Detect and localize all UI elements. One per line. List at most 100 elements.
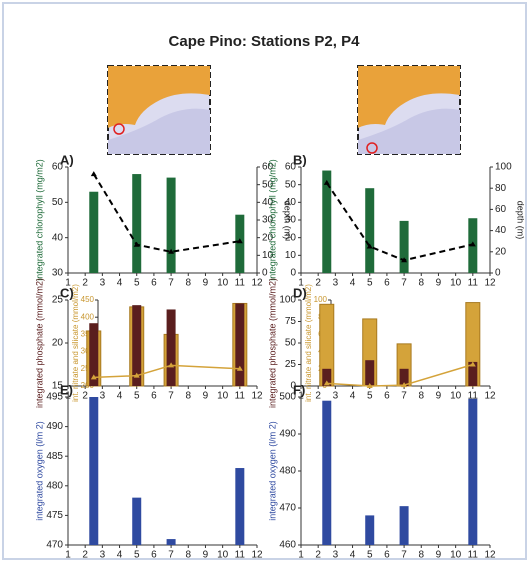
x-tick-label: 2 xyxy=(315,550,321,561)
panel-label: E) xyxy=(60,382,73,397)
x-tick-label: 6 xyxy=(384,550,390,561)
x-tick-label: 11 xyxy=(235,278,246,289)
y-tick-label: 40 xyxy=(285,197,297,208)
x-tick-label: 7 xyxy=(401,391,407,402)
x-tick-label: 11 xyxy=(235,391,246,402)
y-tick-label: 40 xyxy=(52,232,64,243)
x-tick-label: 11 xyxy=(468,278,479,289)
x-tick-label: 12 xyxy=(484,278,496,289)
x-tick-label: 9 xyxy=(203,391,209,402)
bar xyxy=(89,397,98,545)
y2-tick-label: 40 xyxy=(495,225,507,236)
y-tick-label: 485 xyxy=(46,451,63,462)
y-tick-label: 480 xyxy=(46,480,63,491)
bar xyxy=(132,174,141,273)
panel-label: B) xyxy=(293,152,307,167)
y2-tick-label: 60 xyxy=(495,204,507,215)
x-tick-label: 3 xyxy=(333,391,339,402)
x-tick-label: 3 xyxy=(333,278,339,289)
bar xyxy=(167,539,176,545)
y2-axis-label: int. nitrate and silicate (mmol/m2) xyxy=(304,284,313,402)
x-tick-label: 4 xyxy=(350,550,356,561)
bar xyxy=(365,515,374,545)
x-tick-label: 7 xyxy=(401,278,407,289)
bar xyxy=(132,498,141,545)
y-tick-label: 50 xyxy=(285,179,297,190)
y2-tick-label: 20 xyxy=(495,246,507,257)
x-tick-label: 6 xyxy=(151,391,157,402)
bar xyxy=(167,178,176,273)
x-tick-label: 10 xyxy=(450,391,462,402)
bar xyxy=(365,188,374,273)
x-tick-label: 6 xyxy=(384,391,390,402)
map-right xyxy=(358,66,460,154)
x-tick-label: 5 xyxy=(367,278,373,289)
y2-tick-label: 450 xyxy=(81,295,95,304)
x-tick-label: 4 xyxy=(117,391,123,402)
x-tick-label: 2 xyxy=(315,391,321,402)
x-tick-label: 5 xyxy=(367,550,373,561)
y-tick-label: 470 xyxy=(279,503,296,514)
y2-tick-label: 100 xyxy=(495,162,512,173)
bar xyxy=(365,360,374,386)
x-tick-label: 11 xyxy=(468,550,479,561)
x-tick-label: 2 xyxy=(82,391,88,402)
y-tick-label: 20 xyxy=(52,338,64,349)
y-tick-label: 490 xyxy=(279,429,296,440)
x-tick-label: 9 xyxy=(203,278,209,289)
bar xyxy=(235,215,244,273)
x-tick-label: 4 xyxy=(350,391,356,402)
x-tick-label: 12 xyxy=(484,550,496,561)
x-tick-label: 8 xyxy=(418,278,424,289)
x-tick-label: 6 xyxy=(151,550,157,561)
x-tick-label: 4 xyxy=(350,278,356,289)
bar xyxy=(400,506,409,545)
figure: Cape Pino: Stations P2, P4 1234567891011… xyxy=(0,0,529,562)
y-axis-label: integrated chlorophyll (mg/m2) xyxy=(267,159,277,281)
x-tick-label: 9 xyxy=(436,391,442,402)
map-left xyxy=(108,66,210,154)
y2-axis-label: depth (m) xyxy=(516,201,526,240)
x-tick-label: 2 xyxy=(82,550,88,561)
x-tick-label: 8 xyxy=(185,550,191,561)
x-tick-label: 10 xyxy=(217,550,229,561)
x-tick-label: 12 xyxy=(484,391,496,402)
x-tick-label: 12 xyxy=(251,391,263,402)
y2-tick-label: 80 xyxy=(495,183,507,194)
y-tick-label: 10 xyxy=(285,250,297,261)
y-tick-label: 25 xyxy=(285,359,297,370)
y-tick-label: 475 xyxy=(46,510,63,521)
y-tick-label: 470 xyxy=(46,540,63,551)
x-tick-label: 4 xyxy=(117,550,123,561)
x-tick-label: 4 xyxy=(117,278,123,289)
bar xyxy=(167,309,176,386)
x-tick-label: 10 xyxy=(450,278,462,289)
x-tick-label: 8 xyxy=(418,391,424,402)
y-axis-label: integrated chlorophyll (mg/m2) xyxy=(34,159,44,281)
x-tick-label: 12 xyxy=(251,550,263,561)
y-tick-label: 30 xyxy=(285,215,297,226)
y-axis-label: integrated oxygen (l/m 2) xyxy=(34,421,44,521)
y-axis-label: integrated oxygen (l/m 2) xyxy=(267,421,277,521)
figure-title: Cape Pino: Stations P2, P4 xyxy=(169,33,361,50)
x-tick-label: 1 xyxy=(65,550,71,561)
x-tick-label: 7 xyxy=(168,550,174,561)
bar xyxy=(468,399,477,545)
x-tick-label: 12 xyxy=(251,278,263,289)
panel-label: C) xyxy=(60,285,74,300)
bar xyxy=(235,303,244,386)
x-tick-label: 8 xyxy=(185,391,191,402)
bar xyxy=(322,401,331,545)
y-axis-label: integrated phosphate (mmol/m2) xyxy=(34,278,44,408)
x-tick-label: 3 xyxy=(333,550,339,561)
y2-tick-label: 400 xyxy=(81,312,95,321)
panel-label: D) xyxy=(293,285,307,300)
y-tick-label: 75 xyxy=(285,316,297,327)
y2-tick-label: 0 xyxy=(495,268,501,279)
y2-tick-label: 100 xyxy=(314,295,328,304)
y-tick-label: 460 xyxy=(279,540,296,551)
x-tick-label: 10 xyxy=(217,278,229,289)
x-tick-label: 7 xyxy=(401,550,407,561)
panel-label: A) xyxy=(60,152,74,167)
x-tick-label: 2 xyxy=(82,278,88,289)
